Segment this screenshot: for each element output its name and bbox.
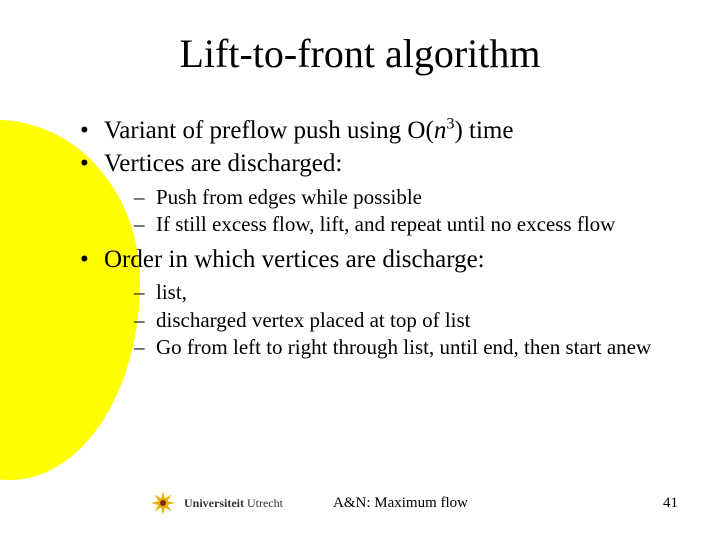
sub-bullet: Push from edges while possible: [134, 184, 670, 211]
sub-bullet: Go from left to right through list, unti…: [134, 334, 670, 361]
slide-content: Lift-to-front algorithm Variant of prefl…: [0, 0, 720, 540]
sub-list: Push from edges while possible If still …: [104, 184, 670, 239]
sub-list: list, discharged vertex placed at top of…: [104, 279, 670, 361]
sub-bullet: list,: [134, 279, 670, 306]
text: Go from left to right through list, unti…: [156, 335, 651, 359]
bullet-3: Order in which vertices are discharge: l…: [80, 244, 670, 361]
text: If still excess flow, lift, and repeat u…: [156, 212, 615, 236]
text: Variant of preflow push using O(: [104, 117, 434, 144]
bullet-list: Variant of preflow push using O(n3) time…: [50, 115, 670, 361]
text: Vertices are discharged:: [104, 150, 342, 177]
text: discharged vertex placed at top of list: [156, 308, 471, 332]
sub-bullet: discharged vertex placed at top of list: [134, 307, 670, 334]
text: Push from edges while possible: [156, 185, 422, 209]
text: ) time: [454, 117, 513, 144]
sub-bullet: If still excess flow, lift, and repeat u…: [134, 211, 670, 238]
text: Order in which vertices are discharge:: [104, 246, 485, 273]
slide-title: Lift-to-front algorithm: [50, 30, 670, 77]
bullet-1: Variant of preflow push using O(n3) time: [80, 115, 670, 146]
bullet-2: Vertices are discharged: Push from edges…: [80, 148, 670, 238]
var-n: n: [434, 117, 447, 144]
text: list,: [156, 280, 187, 304]
